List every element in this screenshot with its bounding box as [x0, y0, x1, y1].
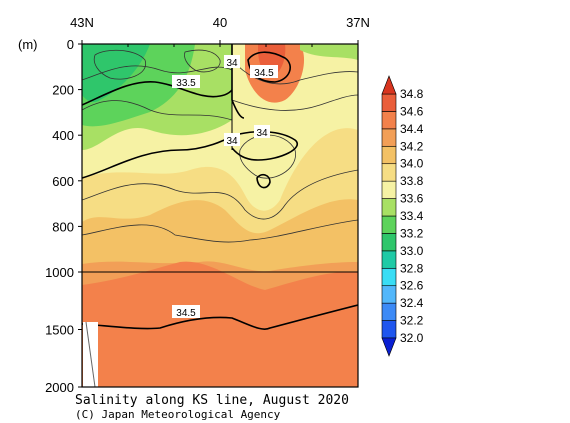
x-axis: 43N 40 37N [70, 15, 370, 47]
chart-title: Salinity along KS line, August 2020 [75, 393, 349, 408]
colorbar-level-label: 32.6 [400, 279, 424, 293]
colorbar-level-label: 32.8 [400, 261, 424, 275]
colorbar-level-label: 33.8 [400, 174, 424, 188]
colorbar-min-arrow [381, 337, 397, 357]
colorbar-level-label: 32.4 [400, 296, 424, 310]
colorbar-segment-3 [381, 267, 397, 287]
isohaline-thin-5 [231, 94, 358, 111]
contour-label-2: 34.5 [250, 65, 278, 79]
colorbar-max-arrow [381, 75, 397, 95]
colorbar-level-label: 33.0 [400, 244, 424, 258]
y-tick-label: 200 [52, 83, 74, 98]
colorbar-level-label: 34.8 [400, 87, 424, 101]
colorbar-level-label: 32.2 [400, 314, 424, 328]
contour-label-text: 34.5 [254, 68, 274, 79]
contour-label-text: 34.5 [176, 308, 196, 319]
missing-data-edge [85, 321, 96, 387]
isohaline-lines [82, 44, 358, 330]
y-tick-label: 2000 [45, 380, 74, 395]
isohaline-thin-4 [231, 59, 358, 85]
y-tick-label: 1000 [45, 265, 74, 280]
contour-label-4: 34 [224, 133, 240, 147]
colorbar-level-label: 34.4 [400, 122, 424, 136]
colorbar-segment-2 [381, 285, 397, 304]
y-tick-label: 1500 [45, 323, 74, 338]
colorbar-level-label: 33.4 [400, 209, 424, 223]
contour-label-text: 34 [256, 128, 268, 139]
colorbar-level-label: 34.2 [400, 139, 424, 153]
contour-label-text: 34 [226, 58, 238, 69]
y-tick-label: 0 [67, 37, 74, 52]
colorbar-segment-12 [381, 111, 397, 130]
contour-labels: 33.5 34 34.5 34 34 34.5 [172, 55, 278, 319]
isohaline-34-5-deep [82, 304, 358, 330]
band-33-2 [82, 44, 150, 103]
colorbar-level-label: 33.6 [400, 192, 424, 206]
y-axis-label: (m) [18, 37, 38, 52]
isohaline-33-5 [82, 81, 233, 106]
isohaline-thin-8 [184, 49, 221, 73]
colorbar: 32.0 32.2 32.4 32.6 32.8 33.0 33.2 33.4 33.6 33.8… [381, 75, 424, 357]
colorbar-level-label: 34.6 [400, 104, 424, 118]
y-tick-label: 600 [52, 174, 74, 189]
y-tick-label: 400 [52, 128, 74, 143]
isohaline-thin-2 [82, 169, 358, 220]
contour-label-3: 34 [254, 125, 270, 139]
colorbar-segment-4 [381, 250, 397, 269]
salinity-fill-bands [82, 44, 358, 387]
colorbar-segment-5 [381, 233, 397, 252]
y-axis: 0 200 400 600 800 1000 1500 2000 [45, 37, 82, 395]
colorbar-segment-13 [381, 93, 397, 112]
contour-label-text: 33.5 [176, 78, 196, 89]
band-34-6 [82, 261, 358, 387]
contour-label-5: 34.5 [172, 305, 200, 319]
plot-area [82, 44, 358, 387]
colorbar-level-label: 34.0 [400, 157, 424, 171]
contour-label-0: 33.5 [172, 75, 200, 89]
contour-label-1: 34 [224, 55, 240, 69]
colorbar-level-label: 33.2 [400, 226, 424, 240]
x-tick-label: 37N [346, 15, 370, 30]
isohaline-thin-0 [82, 65, 233, 81]
contour-label-text: 34 [226, 136, 238, 147]
colorbar-segment-7 [381, 198, 397, 217]
isohaline-thin-7 [93, 49, 146, 80]
y-tick-label: 800 [52, 219, 74, 234]
band-33-6-surface [300, 44, 358, 60]
credit-line: (C) Japan Meteorological Agency [75, 408, 281, 421]
colorbar-segment-9 [381, 163, 397, 182]
colorbar-segment-10 [381, 145, 397, 165]
colorbar-segment-6 [381, 215, 397, 234]
colorbar-level-label: 32.0 [400, 331, 424, 345]
isohaline-34-0-eddy [256, 173, 271, 189]
colorbar-segment-8 [381, 180, 397, 199]
isohaline-thin-1 [82, 100, 233, 121]
isohaline-thin-3 [82, 219, 358, 243]
x-tick-label: 40 [213, 15, 227, 30]
colorbar-segment-1 [381, 302, 397, 321]
x-tick-label: 43N [70, 15, 94, 30]
colorbar-segment-11 [381, 128, 397, 147]
colorbar-segment-0 [381, 320, 397, 339]
